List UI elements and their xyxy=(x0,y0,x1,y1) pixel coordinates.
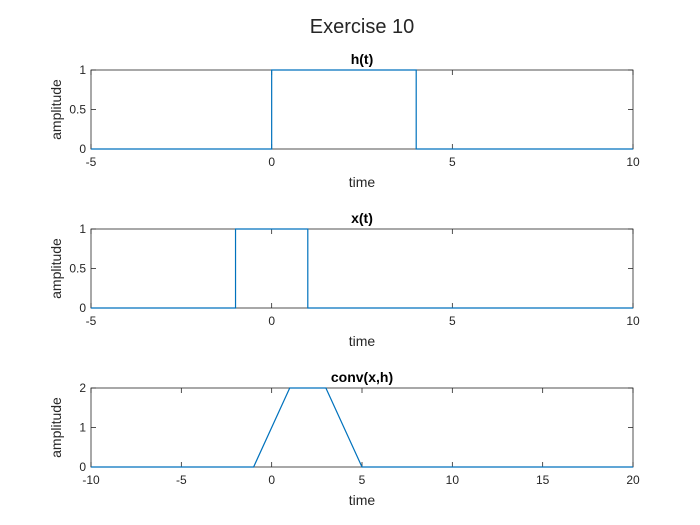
x-tick-label: -10 xyxy=(82,473,100,487)
y-tick-label: 0.5 xyxy=(69,103,86,117)
axes-box xyxy=(90,387,634,468)
series-line xyxy=(91,228,633,309)
subplot-title: x(t) xyxy=(351,210,373,226)
x-tick-label: 10 xyxy=(626,155,640,169)
y-tick-label: 0 xyxy=(79,142,86,156)
y-tick-label: 0 xyxy=(79,460,86,474)
x-tick-label: 5 xyxy=(359,473,366,487)
y-tick-label: 1 xyxy=(79,421,86,435)
x-axis-label: time xyxy=(349,492,376,508)
y-tick-label: 2 xyxy=(79,381,86,395)
subplot-title: conv(x,h) xyxy=(331,369,393,385)
y-tick-label: 0.5 xyxy=(69,262,86,276)
axes-box xyxy=(90,228,634,309)
x-tick-label: -5 xyxy=(86,155,97,169)
series-line xyxy=(91,387,633,468)
y-axis-label: amplitude xyxy=(48,79,64,140)
x-tick-label: 5 xyxy=(449,155,456,169)
y-tick-label: 0 xyxy=(79,301,86,315)
x-axis-label: time xyxy=(349,333,376,349)
x-tick-label: 15 xyxy=(536,473,550,487)
x-tick-label: 10 xyxy=(446,473,460,487)
figure-title: Exercise 10 xyxy=(310,16,415,38)
y-axis-label: amplitude xyxy=(48,397,64,458)
x-tick-label: -5 xyxy=(176,473,187,487)
x-tick-label: -5 xyxy=(86,314,97,328)
x-tick-label: 5 xyxy=(449,314,456,328)
subplot-title: h(t) xyxy=(351,51,374,67)
y-axis-label: amplitude xyxy=(48,238,64,299)
y-tick-label: 1 xyxy=(79,222,86,236)
x-tick-label: 20 xyxy=(626,473,640,487)
y-tick-label: 1 xyxy=(79,63,86,77)
x-tick-label: 10 xyxy=(626,314,640,328)
axes-box xyxy=(90,69,634,150)
x-tick-label: 0 xyxy=(268,155,275,169)
x-tick-label: 0 xyxy=(268,473,275,487)
series-line xyxy=(91,69,633,150)
subplot-3: -10 -5 0 5 10 15 20 0 1 2 conv(x,h) time amplitude xyxy=(48,369,640,508)
x-axis-label: time xyxy=(349,174,376,190)
x-tick-label: 0 xyxy=(268,314,275,328)
